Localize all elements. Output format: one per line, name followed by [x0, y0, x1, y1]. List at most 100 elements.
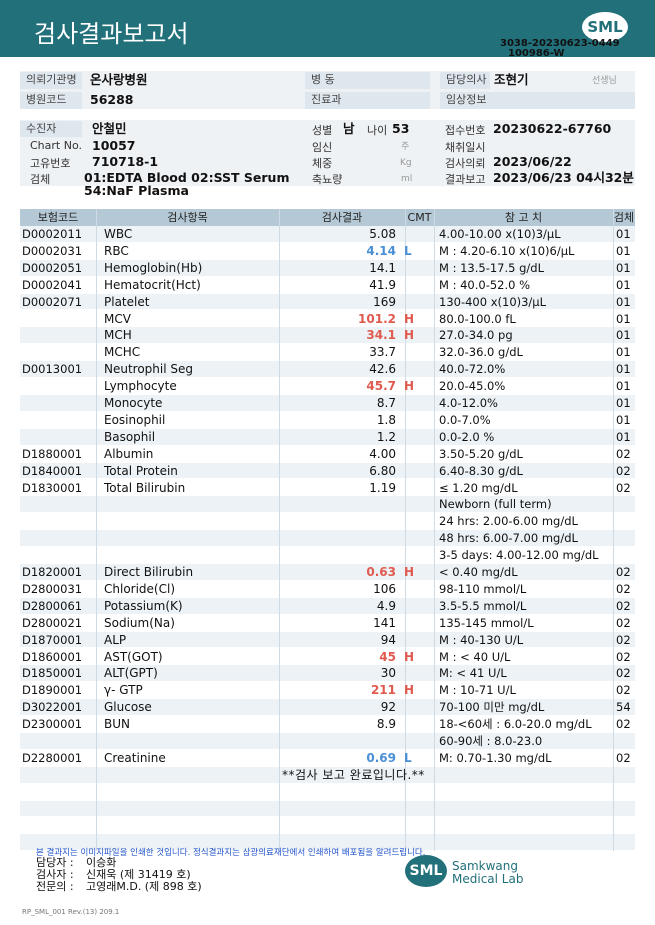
role: 전문의 : [36, 880, 74, 893]
unit: ml [401, 174, 413, 184]
test-item: Eosinophil [104, 412, 166, 427]
name: 신재욱 (제 31419 호) [86, 868, 191, 881]
specimen: 01 [616, 294, 631, 309]
row-band [20, 411, 635, 428]
notice: 본 결과지는 이미지파일을 인쇄한 것입니다. 정식결과지는 삼광의료재단에서 … [36, 848, 426, 858]
test-result: 0.63 [366, 565, 396, 579]
row-band [20, 445, 635, 462]
label: 병원코드 [20, 92, 82, 109]
flag: H [404, 565, 415, 579]
test-item: Basophil [104, 429, 156, 444]
reference-range: 0.0-2.0 % [439, 429, 495, 444]
reference-range: 98-110 mmol/L [439, 581, 527, 596]
value: 01:EDTA Blood 02:SST Serum [84, 170, 290, 185]
company: Samkwang Medical Lab [452, 860, 523, 886]
row-band [20, 580, 635, 597]
test-item: Hematocrit(Hct) [104, 277, 201, 292]
test-result: 34.1 [366, 328, 396, 343]
insurance-code: D1880001 [22, 446, 83, 461]
row-band [20, 800, 635, 817]
row-band [20, 496, 635, 513]
specimen: 02 [616, 480, 631, 495]
test-result: 45.7 [366, 379, 396, 394]
specimen: 02 [616, 750, 631, 765]
specimen: 01 [616, 243, 631, 258]
test-result: 141 [373, 615, 396, 630]
insurance-code: D0002051 [22, 260, 83, 275]
insurance-code: D3022001 [22, 700, 83, 715]
row-band [20, 648, 635, 665]
column-divider [613, 209, 614, 852]
test-item: Direct Bilirubin [104, 565, 194, 579]
row-band [20, 226, 635, 242]
reference-range: M : < 40 U/L [439, 649, 511, 664]
reference-range: 135-145 mmol/L [439, 615, 534, 630]
test-item: Potassium(K) [104, 598, 183, 613]
test-result: 8.9 [376, 717, 396, 732]
reference-range: 3.5-5.5 mmol/L [439, 598, 527, 613]
row-band [20, 242, 635, 259]
test-result: 106 [373, 581, 396, 596]
test-item: MCH [104, 328, 132, 343]
row-band [20, 699, 635, 716]
value: 남 [343, 121, 355, 136]
staff-list: 담당자 : 이승화 검사자 : 신재욱 (제 31419 호) 전문의 : 고영래M.… [36, 857, 202, 893]
test-result: 14.1 [369, 260, 396, 275]
company-line: Medical Lab [452, 872, 524, 886]
specimen: 02 [616, 632, 631, 647]
test-item: Platelet [104, 294, 150, 309]
label: 임상정보 [440, 92, 635, 109]
reference-range: 32.0-36.0 g/dL [439, 345, 523, 360]
row-band [20, 395, 635, 411]
role: 담당자 : [36, 856, 74, 869]
row-band [20, 462, 635, 479]
row-band [20, 834, 635, 851]
reference-range: 20.0-45.0% [439, 379, 506, 394]
reference-range: M : 13.5-17.5 g/dL [439, 260, 545, 275]
row-band [20, 564, 635, 580]
reference-range: 130-400 x(10)3/μL [439, 294, 547, 309]
row-band [20, 783, 635, 800]
row-band [20, 597, 635, 614]
insurance-code: D1820001 [22, 565, 83, 579]
row-band [20, 749, 635, 766]
insurance-code: D0002041 [22, 277, 83, 292]
specimen: 01 [616, 429, 631, 444]
insurance-code: D1890001 [22, 683, 83, 698]
footer-logo: SML [405, 855, 447, 887]
insurance-code: D2800061 [22, 598, 83, 613]
flag: H [404, 328, 415, 343]
flag: H [404, 311, 415, 326]
column-divider [96, 209, 97, 852]
row-band [20, 259, 635, 276]
row-band [20, 547, 635, 563]
test-result: 5.08 [369, 227, 396, 241]
row-band [20, 733, 635, 749]
report-title: 검사결과보고서 [34, 20, 189, 48]
row-band [20, 766, 635, 783]
test-result: 0.69 [366, 750, 396, 765]
specimen: 02 [616, 683, 631, 698]
column-header: 검사결과 [321, 211, 363, 224]
row-band [20, 276, 635, 293]
test-item: Glucose [104, 700, 152, 715]
specimen: 02 [616, 615, 631, 630]
insurance-code: D2800031 [22, 581, 83, 596]
specimen: 01 [616, 396, 631, 410]
specimen: 01 [616, 227, 631, 241]
row-band [20, 293, 635, 310]
insurance-code: D0002071 [22, 294, 83, 309]
test-result: 92 [380, 700, 396, 715]
insurance-code: D2300001 [22, 717, 83, 732]
specimen: 01 [616, 362, 631, 377]
row-band [20, 614, 635, 631]
column-divider [279, 209, 280, 852]
test-item: BUN [104, 717, 130, 732]
reference-range: 0.0-7.0% [439, 412, 491, 427]
column-header: 검사항목 [167, 211, 208, 224]
reference-range: M : 4.20-6.10 x(10)6/μL [439, 243, 575, 258]
row-band [20, 631, 635, 648]
test-item: Sodium(Na) [104, 615, 175, 630]
reference-range: 4.0-12.0% [439, 396, 498, 410]
